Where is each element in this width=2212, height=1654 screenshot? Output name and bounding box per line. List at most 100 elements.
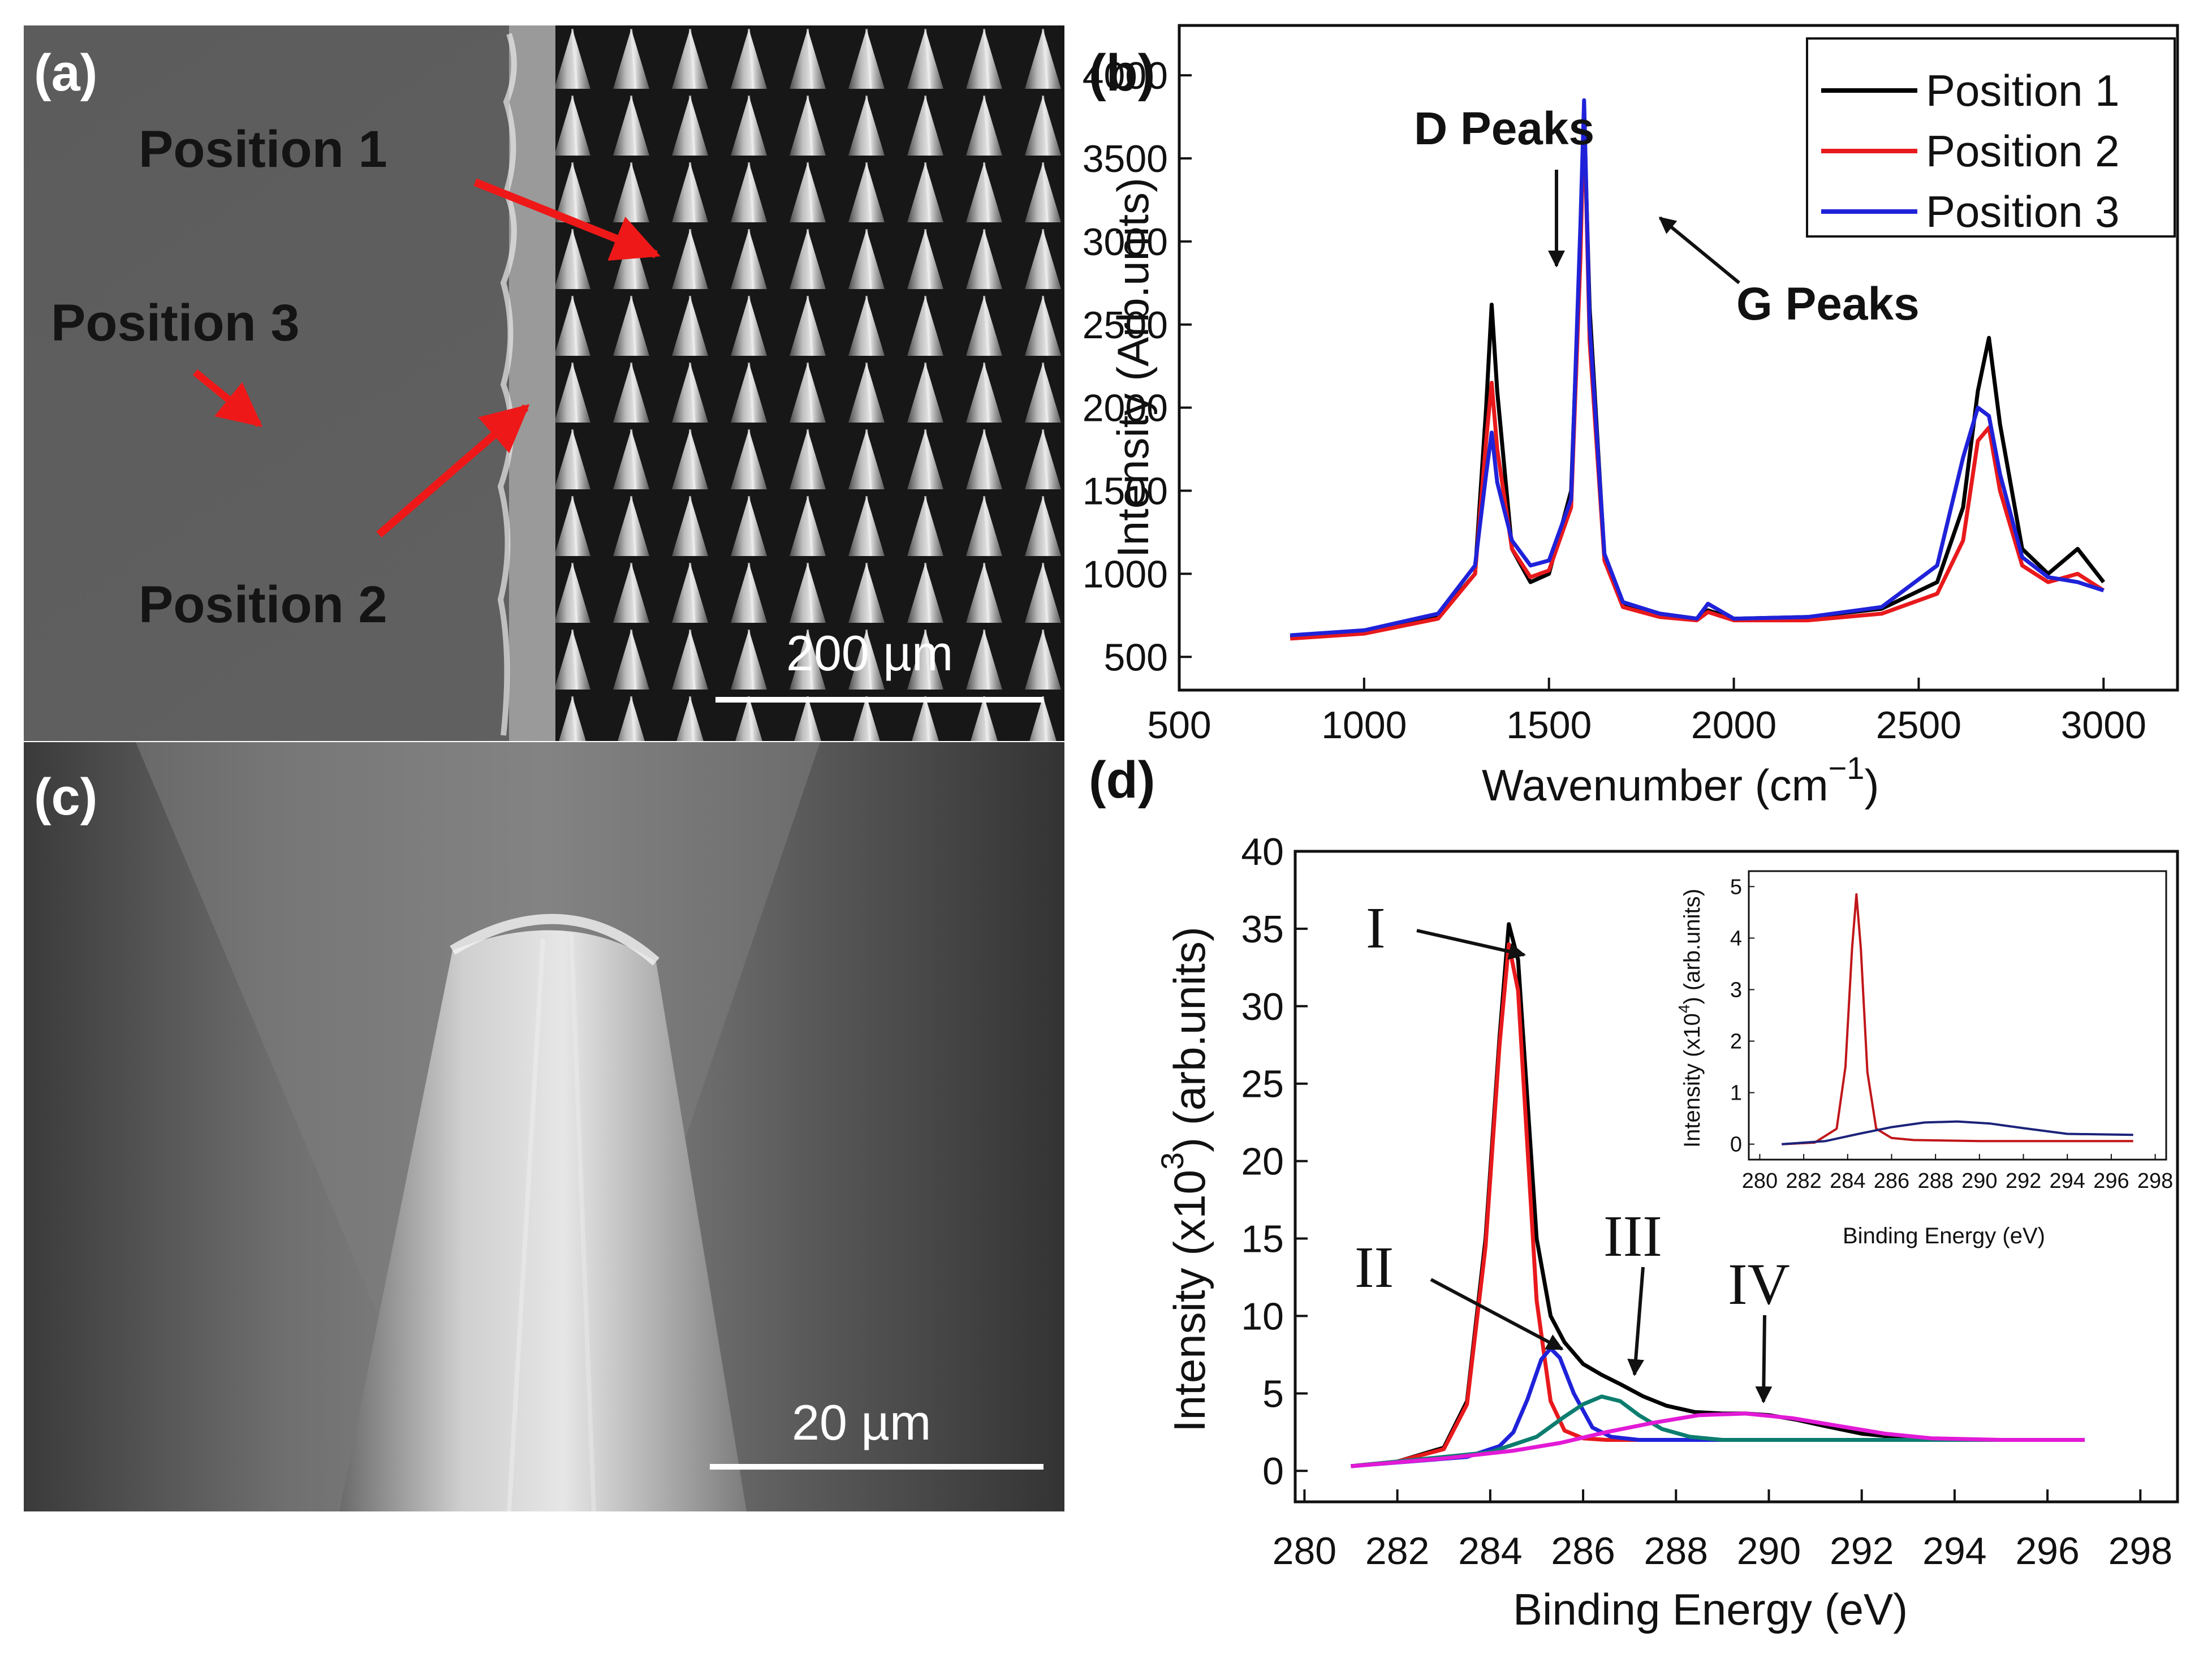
- raman-x-tick-label: 2500: [1876, 704, 1961, 747]
- raman-y-tick-label: 3000: [1083, 221, 1168, 264]
- raman-y-tick-label: 3500: [1083, 137, 1168, 180]
- raman-x-tick-label: 1000: [1321, 704, 1407, 747]
- xps-inset-x-tick-label: 282: [1786, 1169, 1821, 1193]
- raman-x-tick-label: 1500: [1506, 704, 1592, 747]
- xps-inset-frame: [1748, 870, 2167, 1161]
- scale-bar-a: [715, 697, 1044, 703]
- xps-x-tick-label: 290: [1737, 1530, 1801, 1573]
- raman-x-axis-title: Wavenumber (cm−1): [1482, 750, 1879, 810]
- xps-inset-x-tick-label: 280: [1742, 1169, 1778, 1193]
- panel-c-label: (c): [34, 768, 97, 826]
- xps-x-axis-title: Binding Energy (eV): [1513, 1584, 1908, 1634]
- xps-inset-y-tick-label: 0: [1730, 1133, 1742, 1157]
- raman-series-position-2: [1290, 106, 2105, 641]
- panel-a-label: (a): [34, 44, 97, 102]
- xps-inset-y-tick-label: 4: [1730, 927, 1742, 950]
- xps-x-tick-label: 294: [1922, 1530, 1986, 1573]
- xps-x-tick-label: 284: [1458, 1530, 1522, 1573]
- g-peaks-arrow: [1658, 216, 1740, 285]
- xps-y-tick-label: 25: [1241, 1063, 1284, 1106]
- xps-inset-axes: 280 282 284 286 288 290 292 294 296 298 0 1 2 3 4 5: [1730, 875, 2173, 1193]
- scale-bar-c-label: 20 µm: [792, 1394, 931, 1450]
- raman-y-tick-label: 2000: [1083, 387, 1168, 430]
- xps-y-tick-label: 0: [1262, 1450, 1284, 1493]
- xps-inset-x-tick-label: 298: [2137, 1169, 2173, 1193]
- panel-d-label: (d): [1089, 751, 1155, 809]
- raman-legend: Position 1 Position 2 Position 3: [1806, 37, 2176, 238]
- raman-series-position-3: [1290, 98, 2105, 638]
- arrow-position-2: [376, 404, 530, 538]
- peak-label-III: III: [1603, 1204, 1662, 1269]
- xps-inset-y-tick-label: 5: [1730, 875, 1742, 899]
- xps-series-peak-iii: [1351, 1394, 2085, 1468]
- raman-y-tick-label: 1000: [1083, 553, 1168, 596]
- xps-inset-y-axis-title: Intensity (x104) (arb.units): [1675, 889, 1705, 1148]
- raman-series: [1290, 98, 2106, 641]
- panel-c: (c) 20 µm: [24, 742, 1064, 1512]
- peak-label-II: II: [1355, 1235, 1394, 1300]
- xps-inset-series: [1782, 893, 2133, 1145]
- xps-inset-x-axis-title: Binding Energy (eV): [1843, 1224, 2045, 1248]
- raman-x-tick-label: 2000: [1691, 704, 1777, 747]
- scale-bar-c: [710, 1464, 1044, 1470]
- xps-inset-background: [1736, 863, 2172, 1205]
- legend-label-position-1: Position 1: [1926, 66, 2120, 115]
- legend-label-position-3: Position 3: [1926, 187, 2120, 236]
- d-peaks-annotation: D Peaks: [1414, 103, 1594, 154]
- sem-c-cone: [339, 930, 747, 1511]
- xps-series: [1351, 922, 2085, 1468]
- raman-y-tick-label: 500: [1104, 636, 1168, 679]
- xps-plot-frame: [1293, 850, 2179, 1504]
- xps-x-tick-label: 288: [1644, 1530, 1708, 1573]
- xps-inset-x-tick-label: 294: [2050, 1169, 2085, 1193]
- xps-x-tick-label: 296: [2015, 1530, 2079, 1573]
- panel-a: (a) Position 1 Position 3 Position 2 200…: [24, 25, 1064, 741]
- xps-inset-x-tick-label: 292: [2006, 1169, 2041, 1193]
- peak-I-arrow: [1416, 929, 1526, 960]
- legend-label-position-2: Position 2: [1926, 126, 2120, 176]
- xps-series-peak-iv: [1351, 1411, 2085, 1468]
- sem-a-edge: [509, 25, 555, 741]
- raman-x-tick-label: 3000: [2061, 704, 2146, 747]
- xps-inset-y-tick-label: 2: [1730, 1030, 1742, 1054]
- arrow-position-3: [192, 369, 263, 428]
- xps-inset-x-tick-label: 284: [1830, 1169, 1865, 1193]
- xps-series-peak-ii: [1351, 1346, 2085, 1468]
- xps-inset-x-tick-label: 296: [2093, 1169, 2129, 1193]
- xps-inset-x-tick-label: 288: [1917, 1169, 1953, 1193]
- raman-axes: 500 1000 1500 2000 2500 3000 500 1000 1500 2000 25…: [1083, 54, 2146, 747]
- xps-y-tick-label: 20: [1241, 1140, 1284, 1183]
- raman-y-tick-label: 4000: [1083, 54, 1168, 97]
- arrow-position-1: [473, 178, 661, 261]
- peak-II-arrow: [1430, 1278, 1564, 1351]
- xps-axes: 280 282 284 286 288 290 292 294 296 2980510152025…: [1241, 830, 2172, 1573]
- xps-chart: (d) 280 282 284 286 288 290 292 294 296 298051015…: [1089, 751, 2179, 1634]
- peak-IV-arrow: [1755, 1315, 1773, 1403]
- xps-y-tick-label: 5: [1262, 1372, 1284, 1415]
- xps-y-tick-label: 40: [1241, 830, 1284, 873]
- xps-inset-y-tick-label: 1: [1730, 1082, 1742, 1105]
- xps-inset: 280 282 284 286 288 290 292 294 296 298 0 1 2 3 4 5 Int…: [1675, 863, 2173, 1248]
- xps-y-tick-label: 35: [1241, 908, 1284, 951]
- xps-inset-series-background: [1782, 1120, 2133, 1145]
- xps-x-tick-label: 292: [1830, 1530, 1894, 1573]
- xps-inset-series-envelope: [1782, 893, 2133, 1145]
- panel-b-label: (b): [1089, 44, 1155, 102]
- raman-legend-box: [1806, 37, 2176, 238]
- raman-y-tick-label: 1500: [1083, 470, 1168, 513]
- xps-x-tick-label: 280: [1273, 1530, 1336, 1573]
- g-peaks-annotation: G Peaks: [1736, 278, 1920, 330]
- position-1-text: Position 1: [139, 120, 387, 178]
- raman-y-axis-title: Intensity (Arb.units): [1108, 178, 1158, 558]
- sem-a-spike-array: [555, 25, 1064, 741]
- position-2-text: Position 2: [139, 576, 387, 634]
- scale-bar-a-label: 200 µm: [786, 625, 953, 681]
- xps-x-tick-label: 298: [2108, 1530, 2172, 1573]
- xps-y-tick-label: 10: [1241, 1295, 1284, 1338]
- raman-plot-frame: [1178, 24, 2179, 692]
- raman-x-tick-label: 500: [1147, 704, 1211, 747]
- xps-y-tick-label: 30: [1241, 985, 1284, 1028]
- position-3-text: Position 3: [51, 294, 300, 352]
- xps-inset-x-tick-label: 286: [1874, 1169, 1909, 1193]
